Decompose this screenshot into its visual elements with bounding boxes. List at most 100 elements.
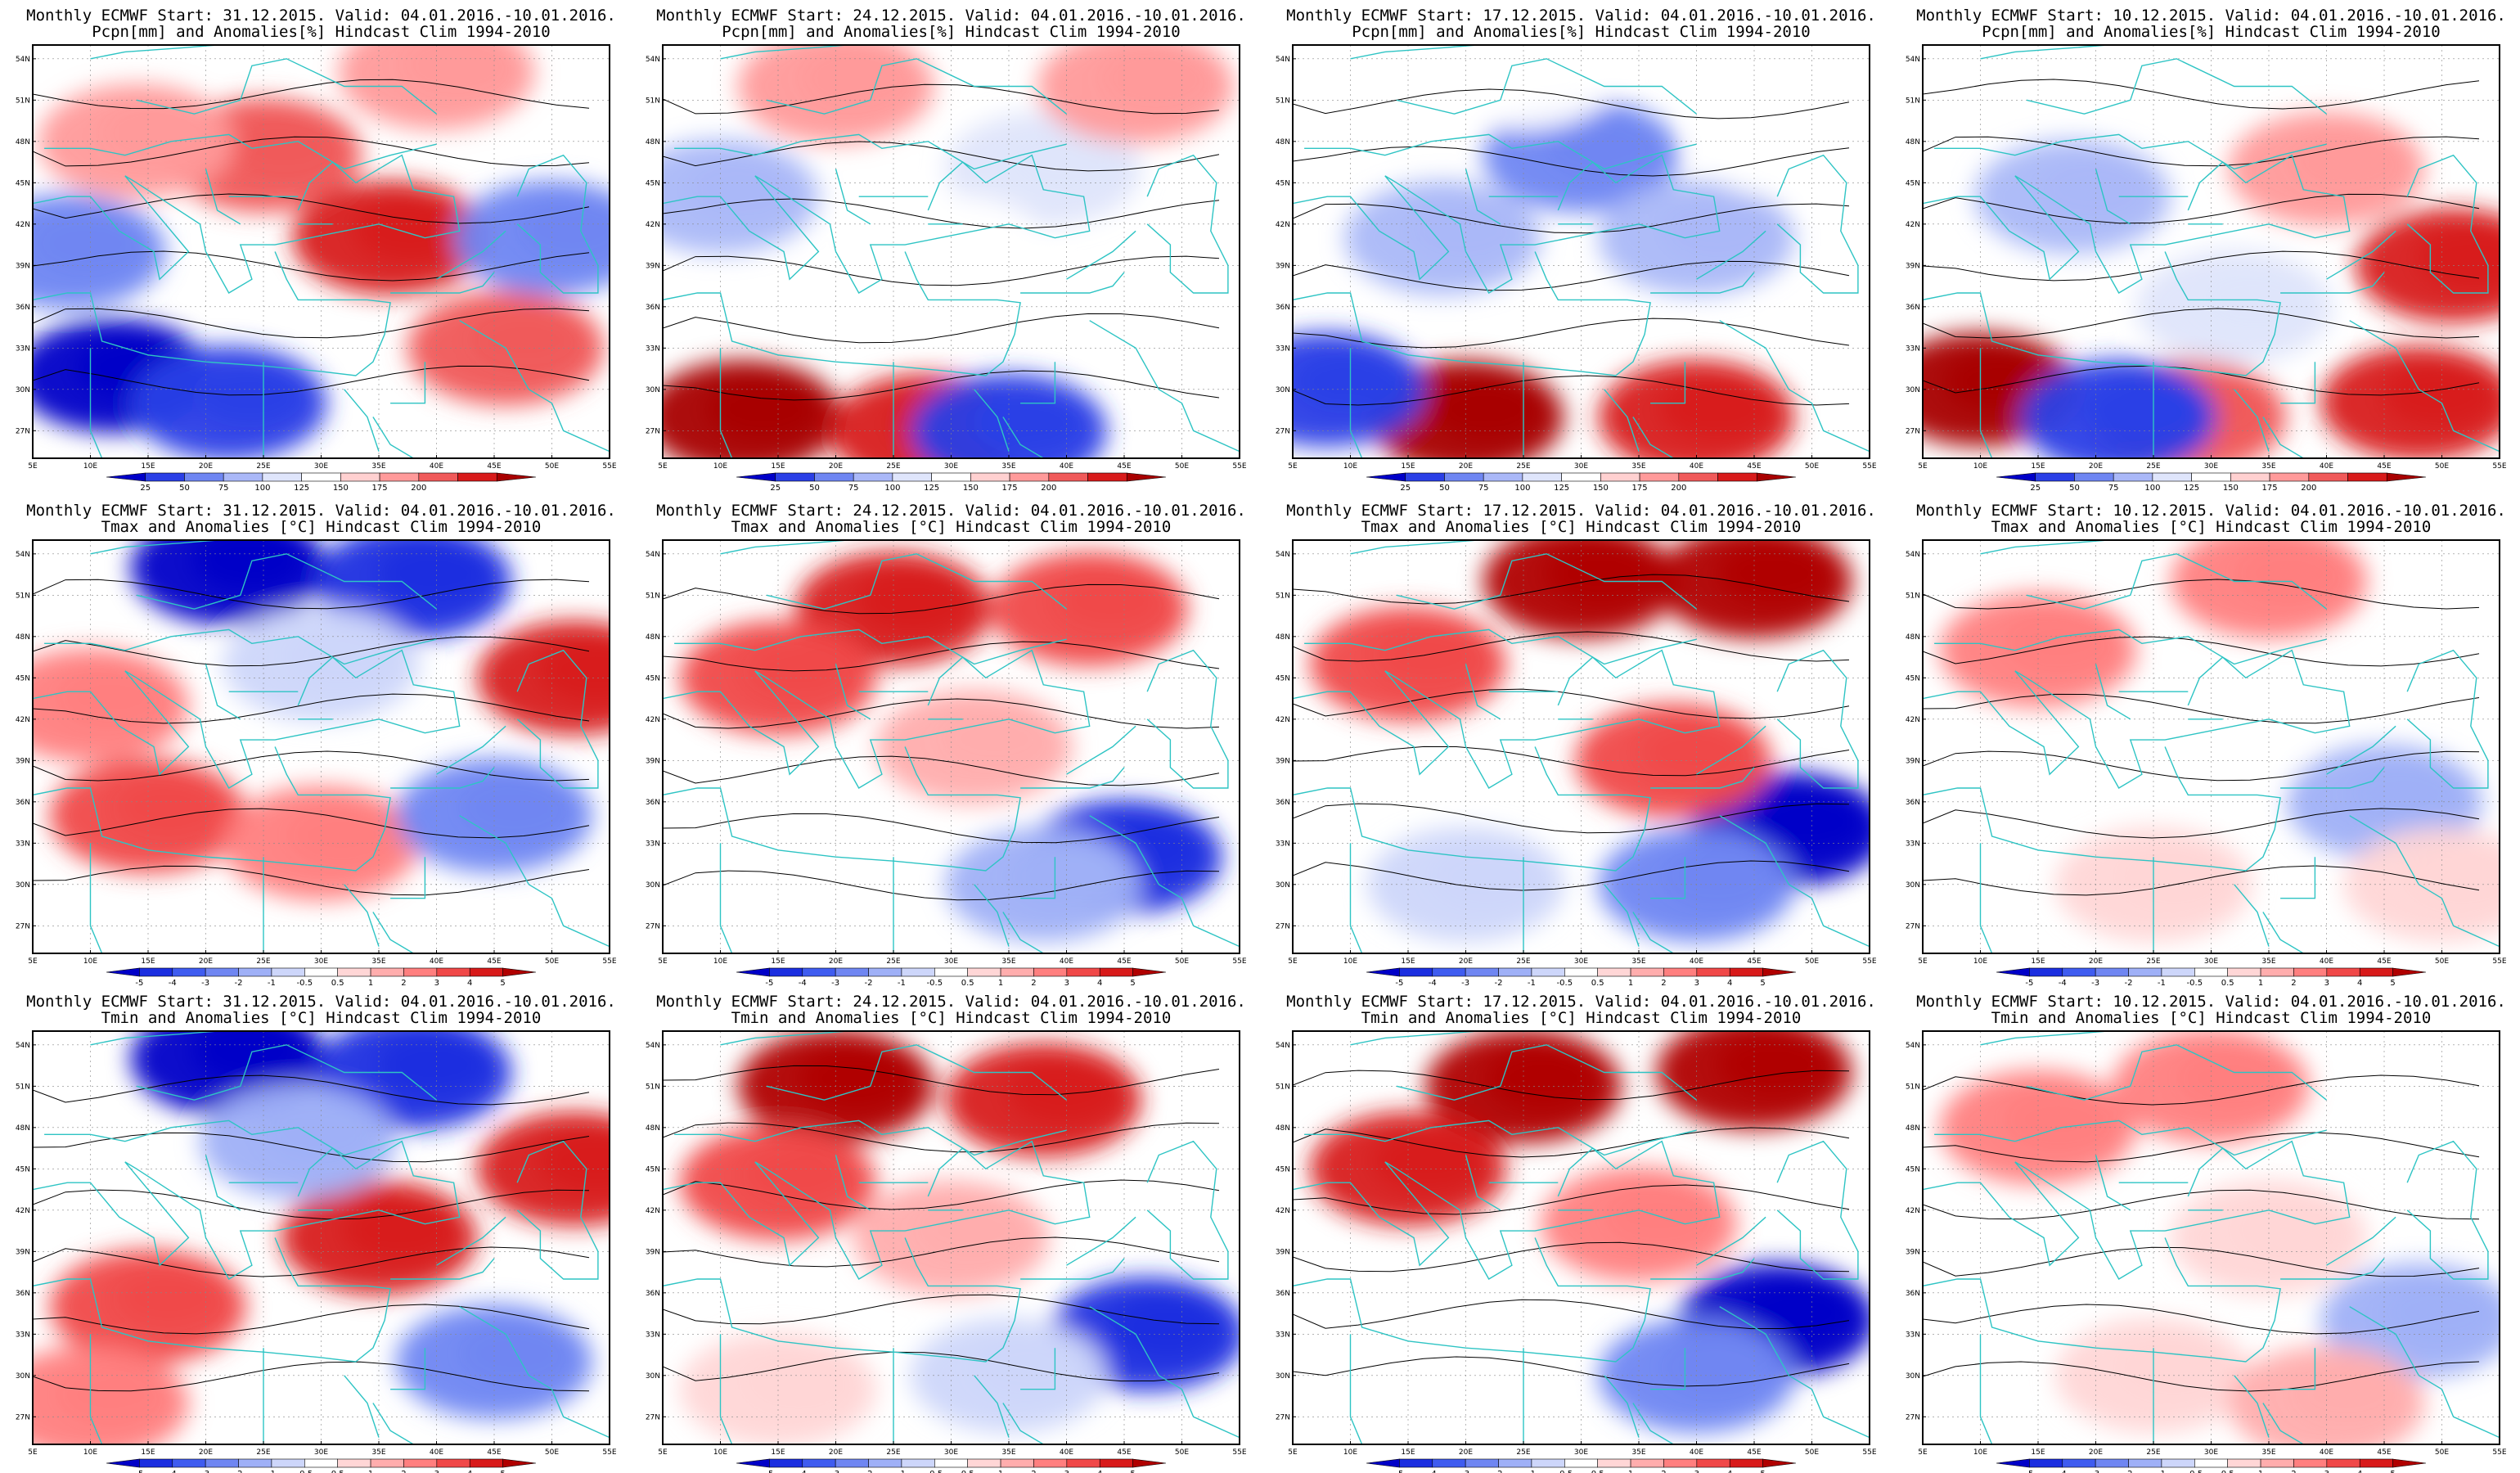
contour-line <box>1293 1070 1850 1101</box>
colorbar-swatch <box>2359 967 2393 977</box>
coastline <box>2026 553 2327 610</box>
colorbar-swatch <box>934 1458 968 1468</box>
contour-line <box>663 1179 1220 1210</box>
anomaly-field <box>2289 128 2405 194</box>
longitude-label: 40E <box>430 1448 443 1457</box>
coastline <box>1632 417 1674 458</box>
longitude-label: 15E <box>2031 462 2045 471</box>
latitude-label: 45N <box>16 1165 30 1173</box>
longitude-label: 10E <box>713 462 727 471</box>
coastline <box>2326 1216 2396 1266</box>
colorbar-swatch <box>901 1458 935 1468</box>
latitude-label: 27N <box>16 1413 30 1421</box>
colorbar-label: 100 <box>884 484 900 493</box>
colorbar-swatch <box>868 967 902 977</box>
coastline <box>1304 628 1697 665</box>
contour-line <box>663 755 1220 786</box>
longitude-label: 15E <box>1401 462 1415 471</box>
colorbar-swatch <box>2074 472 2114 482</box>
contour-line <box>1923 579 2480 610</box>
panel-title-line2: Tmin and Anomalies [°C] Hindcast Clim 19… <box>1991 1009 2432 1027</box>
colorbar-label: -5 <box>1395 979 1403 988</box>
longitude-label: 10E <box>1343 1448 1357 1457</box>
longitude-label: 45E <box>487 462 501 471</box>
colorbar-label: -3 <box>201 979 209 988</box>
colorbar-swatch <box>1132 1458 1167 1468</box>
colorbar-label: -3 <box>2091 1470 2099 1473</box>
coastline <box>1923 1237 2281 1363</box>
colorbar-swatch <box>1996 1458 2030 1468</box>
anomaly-field <box>741 1142 856 1208</box>
colorbar: -5 -4 -3 -2 -1 -0.5 0.5 1 2 3 4 5 <box>1996 1458 2427 1473</box>
coastline <box>663 746 1021 872</box>
colorbar-label: -4 <box>1429 1470 1437 1473</box>
colorbar-label: 5 <box>2390 979 2395 988</box>
longitude-label: 50E <box>545 462 559 471</box>
column-title: Monthly ECMWF Start: 17.12.2015. Valid: … <box>1286 7 1876 1027</box>
latitude-label: 45N <box>646 674 660 682</box>
colorbar: -5 -4 -3 -2 -1 -0.5 0.5 1 2 3 4 5 <box>736 1458 1167 1473</box>
longitude-label: 5E <box>1288 462 1298 471</box>
colorbar-swatch <box>835 1458 869 1468</box>
longitude-label: 30E <box>2204 1448 2218 1457</box>
latitude-label: 27N <box>16 922 30 930</box>
colorbar-swatch <box>901 967 935 977</box>
anomaly-field <box>1006 1059 1122 1125</box>
latitude-label: 27N <box>646 1413 660 1421</box>
coastline <box>89 348 103 458</box>
coastline <box>835 1155 871 1211</box>
latitude-label: 45N <box>16 674 30 682</box>
longitude-label: 35E <box>1001 462 1015 471</box>
latitude-label: 51N <box>1276 592 1290 600</box>
colorbar-label: 200 <box>411 484 426 493</box>
contour-line <box>1293 803 1850 834</box>
colorbar-swatch <box>1531 967 1565 977</box>
colorbar-swatch <box>2386 472 2427 482</box>
anomaly-field <box>1110 1293 1226 1359</box>
longitude-label: 40E <box>430 957 443 966</box>
colorbar-swatch <box>139 1458 173 1468</box>
colorbar-label: 25 <box>140 484 151 493</box>
colorbar-swatch <box>1126 472 1167 482</box>
coastline <box>344 389 380 452</box>
colorbar-swatch <box>802 1458 836 1468</box>
coastline <box>1604 884 1640 947</box>
colorbar-label: 2 <box>2291 1470 2296 1473</box>
colorbar-swatch <box>304 1458 338 1468</box>
colorbar-label: 2 <box>401 1470 406 1473</box>
anomaly-field <box>1371 1128 1486 1194</box>
coastline <box>33 1237 391 1363</box>
colorbar-label: -0.5 <box>297 979 313 988</box>
colorbar-swatch <box>1399 967 1433 977</box>
colorbar-label: 75 <box>218 484 229 493</box>
latitude-label: 33N <box>646 840 660 848</box>
coastline <box>1158 884 1240 948</box>
contour-line <box>663 870 1220 901</box>
colorbar-label: -0.5 <box>2187 1470 2203 1473</box>
coastline <box>1146 649 1229 789</box>
colorbar-swatch <box>502 1458 537 1468</box>
colorbar-swatch <box>1132 967 1167 977</box>
colorbar-swatch <box>1762 1458 1797 1468</box>
longitude-label: 45E <box>2377 462 2391 471</box>
colorbar: 25 50 75 100 125 150 175 200 <box>106 472 537 493</box>
longitude-label: 30E <box>1574 462 1588 471</box>
colorbar-swatch <box>1696 967 1730 977</box>
colorbar-swatch <box>436 967 470 977</box>
column-title: Monthly ECMWF Start: 10.12.2015. Valid: … <box>1916 7 2506 1027</box>
anomaly-field <box>914 1196 1029 1263</box>
latitude-label: 54N <box>1276 551 1290 559</box>
coastline <box>1396 58 1697 115</box>
coastline <box>459 320 529 390</box>
coastline <box>1066 1216 1136 1266</box>
colorbar-label: 2 <box>1661 979 1666 988</box>
colorbar-swatch <box>2359 1458 2393 1468</box>
contour-line <box>1923 136 2480 167</box>
colorbar-label: 50 <box>2069 484 2080 493</box>
colorbar-swatch <box>1630 1458 1664 1468</box>
colorbar-swatch <box>2152 472 2192 482</box>
latitude-label: 54N <box>1276 56 1290 64</box>
longitude-label: 45E <box>1117 462 1131 471</box>
anomaly-field <box>1544 114 1659 180</box>
